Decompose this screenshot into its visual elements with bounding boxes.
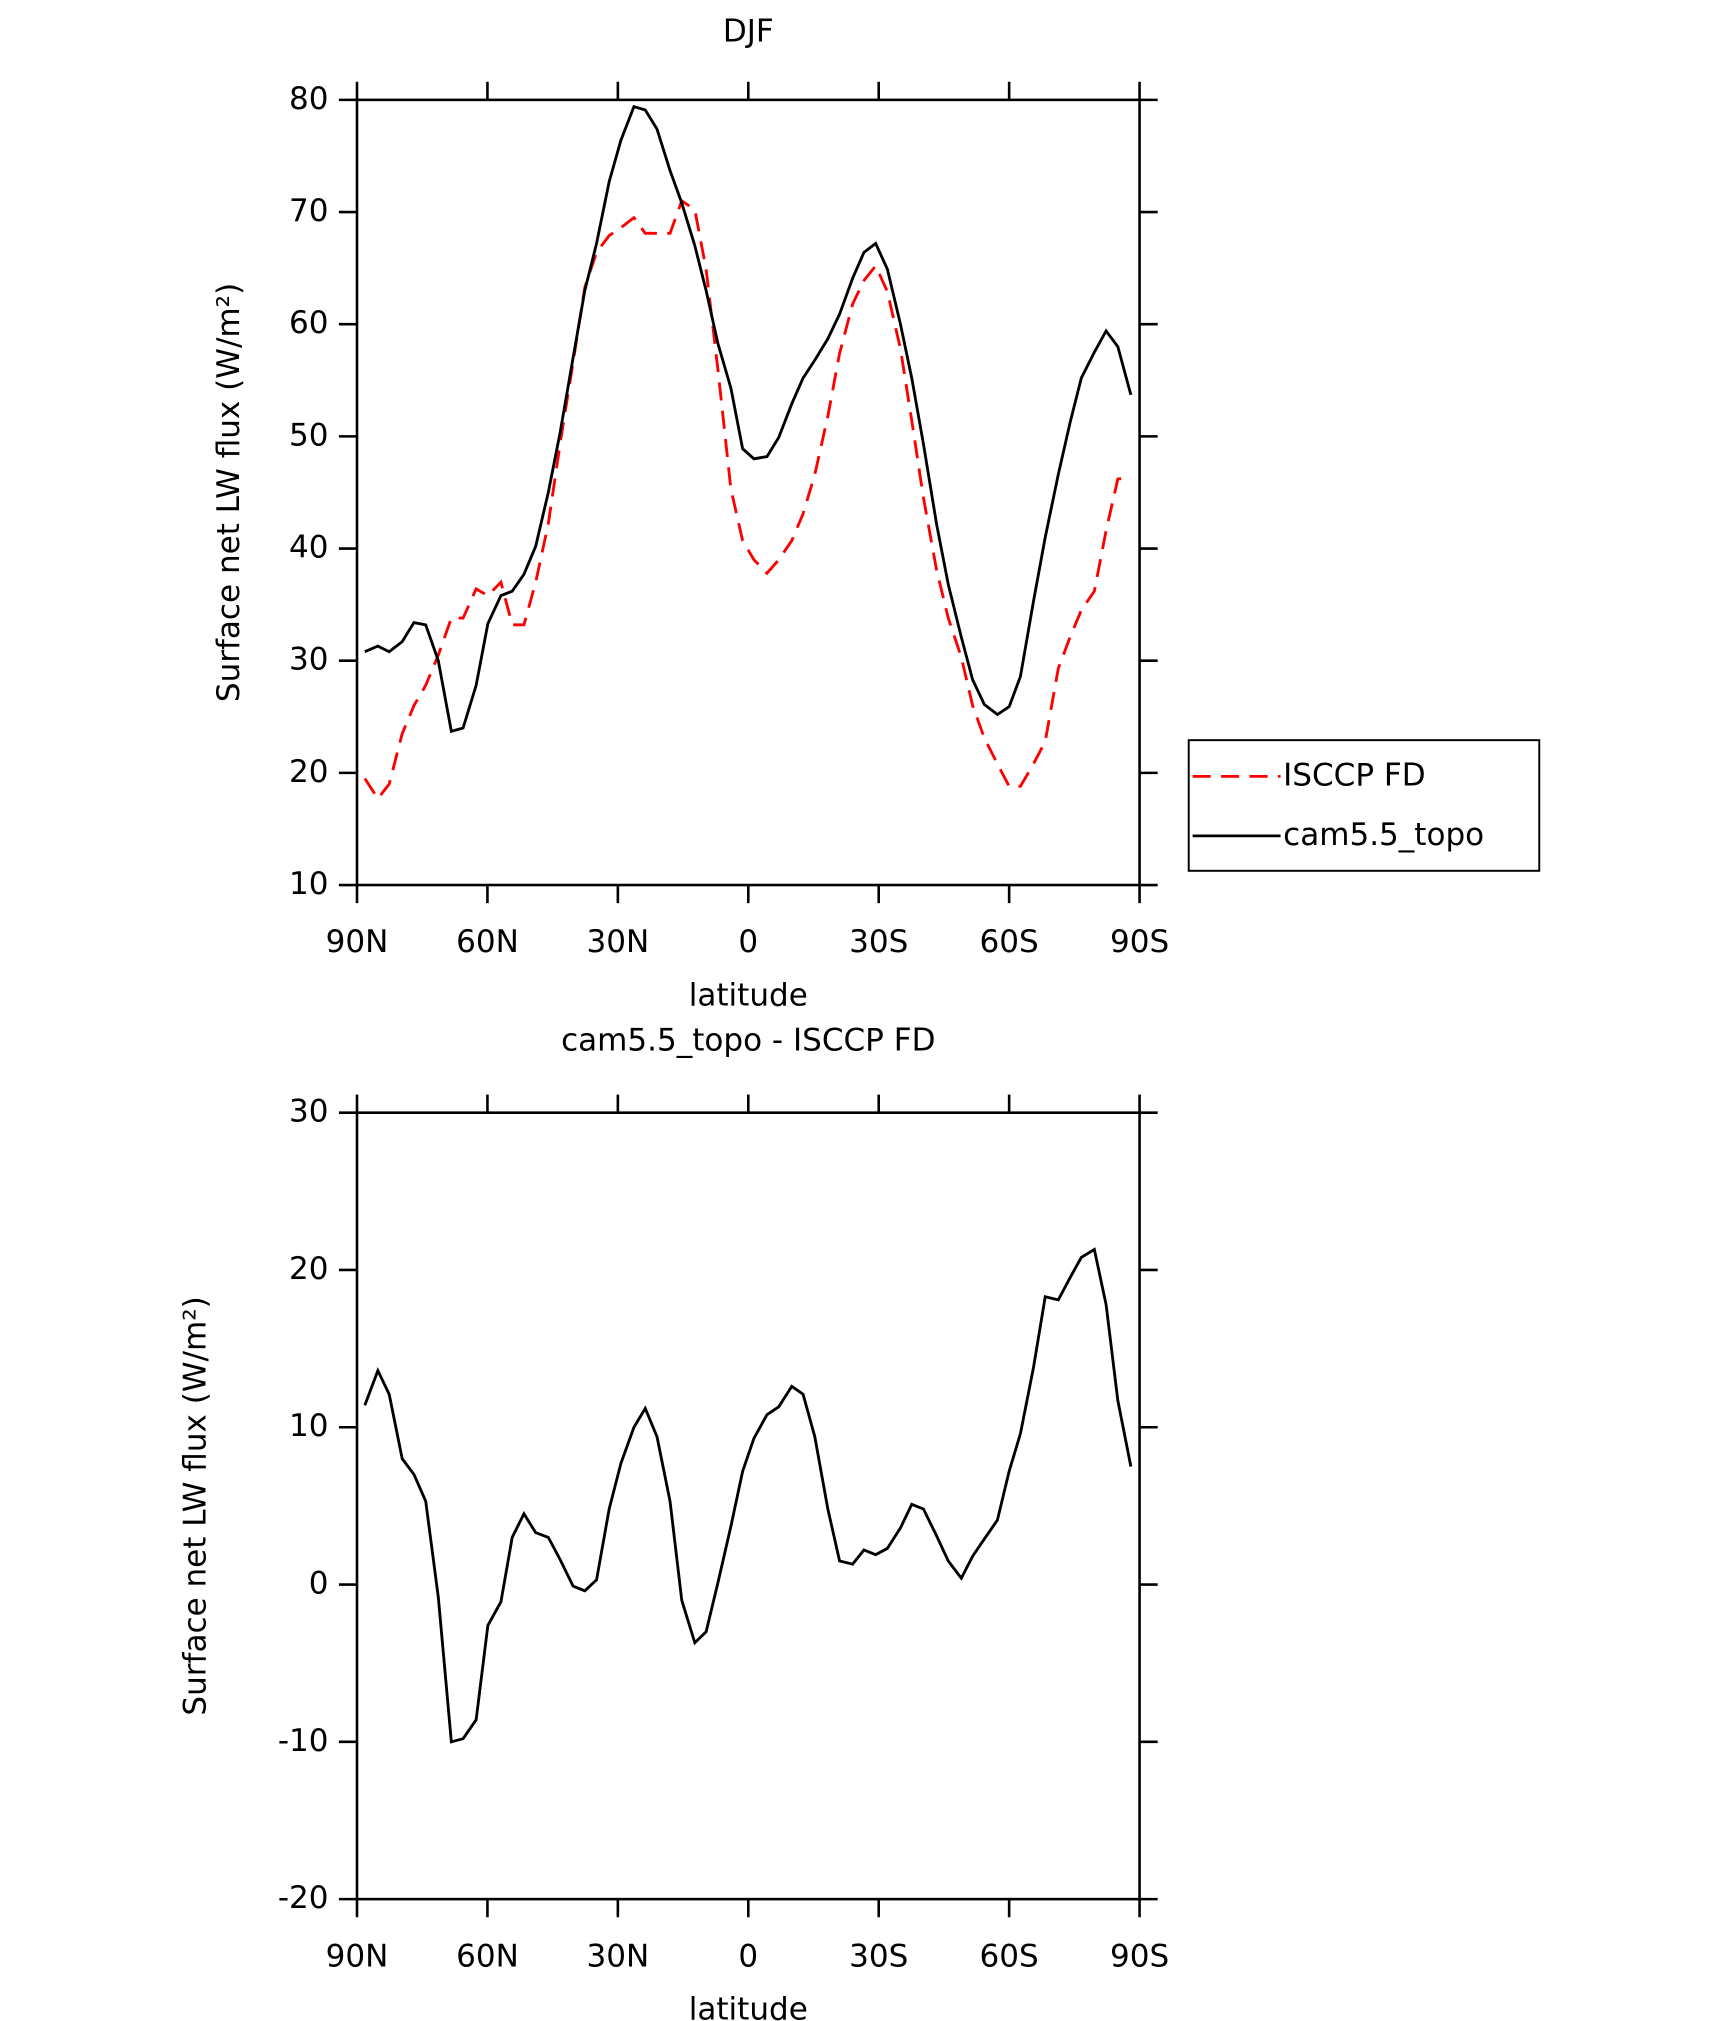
x-tick-label: 60S	[980, 924, 1039, 960]
y-tick-label: 0	[309, 1566, 329, 1602]
x-tick-label: 90N	[326, 1938, 389, 1974]
y-tick-label: 40	[289, 530, 329, 566]
x-tick-label: 90N	[326, 924, 389, 960]
data-line	[364, 104, 1133, 734]
y-tick-label: 80	[289, 81, 329, 117]
y-tick-label: 30	[289, 1094, 329, 1130]
x-tick-label: 90S	[1110, 1938, 1169, 1974]
x-tick-label: 30S	[849, 1938, 908, 1974]
legend: ISCCP FD cam5.5_topo	[1187, 739, 1541, 872]
plot: DJF 10 20 30 40 50 60 70 80 90N 60N 30N 0 30S 60S 90S la…	[211, 14, 1541, 1013]
x-axis-label: latitude	[689, 977, 808, 1013]
plot: cam5.5_topo - ISCCP FD -20 -10 0 10 20 30 90N 60…	[178, 1023, 1170, 2021]
x-tick-label: 30N	[587, 924, 650, 960]
x-tick-label: 30N	[587, 1938, 650, 1974]
plot-frame	[355, 1111, 1141, 1901]
y-tick-label: 10	[289, 866, 329, 902]
y-tick-label: 20	[289, 754, 329, 790]
data-line	[363, 198, 1131, 802]
x-axis-label: latitude	[689, 1991, 808, 2021]
x-tick-label: 30S	[849, 924, 908, 960]
y-tick-label: 70	[289, 193, 329, 229]
y-axis-label: Surface net LW flux (W/m²)	[211, 283, 247, 702]
x-tick-label: 0	[738, 1938, 758, 1974]
plot-frame	[355, 98, 1141, 887]
legend-label: cam5.5_topo	[1283, 817, 1484, 853]
legend-box	[1187, 739, 1541, 872]
legend-label: ISCCP FD	[1283, 757, 1426, 793]
y-tick-label: 30	[289, 642, 329, 678]
y-axis-label: Surface net LW flux (W/m²)	[178, 1296, 214, 1715]
chart-title: cam5.5_topo - ISCCP FD	[561, 1023, 935, 1059]
y-tick-label: 10	[289, 1408, 329, 1444]
x-tick-label: 60S	[980, 1938, 1039, 1974]
y-tick-label: -20	[278, 1880, 329, 1916]
x-tick-label: 0	[738, 924, 758, 960]
y-tick-label: 50	[289, 417, 329, 453]
y-tick-label: 60	[289, 305, 329, 341]
y-tick-label: -10	[278, 1723, 329, 1759]
y-tick-label: 20	[289, 1251, 329, 1287]
x-tick-label: 60N	[456, 924, 519, 960]
x-tick-label: 60N	[456, 1938, 519, 1974]
x-tick-label: 90S	[1110, 924, 1169, 960]
chart-title: DJF	[723, 14, 774, 50]
data-line	[363, 1247, 1133, 1744]
